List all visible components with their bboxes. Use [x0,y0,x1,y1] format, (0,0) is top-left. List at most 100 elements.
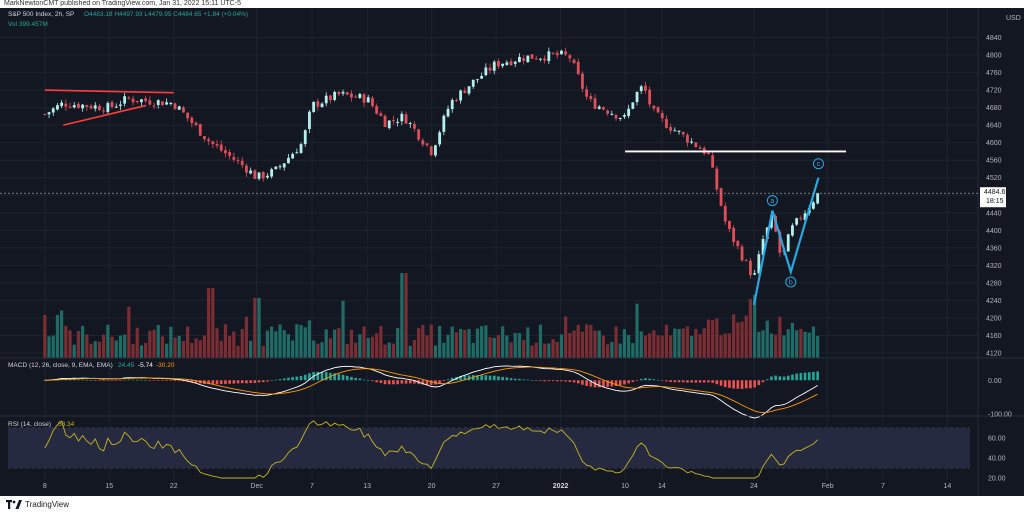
candle-body [660,113,664,119]
candle-body [266,175,269,178]
candle-body [392,120,395,122]
candle-body [228,152,232,156]
macd-histogram-bar [413,380,416,384]
macd-histogram-bar [698,380,702,383]
candle-body [270,169,274,177]
volume-bar [257,298,261,358]
volume-bar [244,316,249,358]
volume-bar [555,341,559,358]
candle-body [719,188,723,206]
volume-bar [450,326,454,358]
macd-histogram-bar [686,380,689,383]
macd-histogram-bar [156,380,160,381]
macd-histogram-bar [602,380,605,388]
volume-bar [597,330,601,358]
macd-histogram-bar [345,375,349,381]
candle-body [635,92,639,103]
volume-bar [618,343,622,358]
triangle-upper-trendline[interactable] [44,89,174,94]
volume-bar [228,335,232,358]
volume-bar [803,331,807,358]
macd-histogram-bar [152,380,156,381]
time-tick-label: 15 [105,483,113,490]
time-tick-label: Dec [250,483,263,490]
volume-bar [51,335,55,358]
candle-body [488,67,492,71]
macd-histogram-bar [623,380,626,385]
candle-body [446,108,450,117]
volume-bar [513,332,517,358]
macd-histogram-bar [274,379,278,381]
macd-histogram-bar [803,372,807,381]
macd-histogram-bar [169,380,173,381]
macd-histogram-bar [589,380,593,387]
candle-body [161,101,164,106]
candle-body [177,106,181,110]
candle-body [450,100,454,110]
volume-bar [303,327,307,358]
volume-bar [622,329,627,358]
time-tick-label: 14 [943,483,951,490]
volume-bar [417,328,421,358]
volume-bar [43,315,47,358]
macd-histogram-bar [98,380,101,381]
candle-body [249,170,253,174]
macd-histogram-bar [308,373,311,381]
candle-body [434,145,437,156]
volume-bar [412,339,417,358]
candle-body [732,227,736,242]
macd-histogram-bar [161,380,164,381]
candle-body [93,105,97,109]
macd-histogram-bar [442,380,446,382]
macd-histogram-bar [43,380,47,381]
candle-body [60,102,64,107]
volume-bar [643,335,648,358]
macd-histogram-bar [656,379,660,381]
price-tick-label: 4200 [986,315,1002,322]
volume-bar [799,328,803,358]
volume-bar [160,336,165,358]
price-tick-label: 4160 [986,333,1002,340]
candlestick-series[interactable] [43,47,820,279]
macd-histogram-bar [463,375,467,381]
macd-histogram-bar [505,377,509,381]
volume-bar [198,340,202,358]
macd-histogram-bar [295,376,299,381]
elliott-wave-path[interactable] [752,177,820,306]
candle-body [560,50,563,55]
price-axis[interactable]: 4120416042004240428043204360440044404480… [986,35,1002,357]
candle-body [140,99,143,103]
macd-histogram-bar [219,380,223,385]
candle-body [522,58,526,61]
triangle-lower-trendline[interactable] [63,104,147,126]
volume-bar [631,343,635,358]
macd-histogram-bar [715,380,719,385]
candle-body [47,112,51,115]
candle-body [648,89,652,105]
candle-body [497,60,500,67]
candle-body [518,56,521,63]
candle-body [686,134,689,143]
candle-body [51,108,55,113]
volume-bar [660,335,664,358]
candle-body [749,260,752,276]
macd-histogram-bar [614,380,618,386]
candle-body [400,113,404,122]
candle-body [169,103,173,105]
candle-body [123,96,127,104]
volume-bar [795,330,799,358]
time-axis[interactable]: 8 15 22 Dec 7 13 20 27 2022 10 14 24 Feb 7 14 [43,483,951,490]
volume-bar [307,320,312,358]
volume-bar [97,341,102,358]
candle-body [665,119,668,128]
candle-body [690,141,694,143]
price-tick-label: 4560 [986,158,1002,165]
volume-bar [232,331,236,358]
candle-body [148,100,152,105]
chart-svg[interactable]: a b c 4120 4160 4200 4240 4280 4320 4360 4400 4440… [0,8,1024,496]
chart-area[interactable]: a b c 4120 4160 4200 4240 4280 4320 4360 4400 4440… [0,8,1024,496]
macd-histogram-bar [366,380,370,381]
candle-body [345,92,349,95]
volume-bar [286,334,291,358]
volume-bar [484,325,488,358]
